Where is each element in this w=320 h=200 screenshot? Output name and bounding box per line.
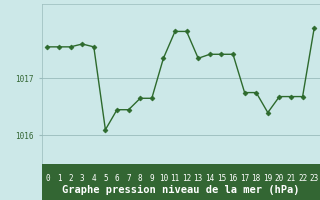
Text: 13: 13	[194, 174, 203, 183]
Text: 1: 1	[57, 174, 61, 183]
Text: 9: 9	[149, 174, 154, 183]
Text: 19: 19	[263, 174, 272, 183]
Text: 10: 10	[159, 174, 168, 183]
Text: 17: 17	[240, 174, 249, 183]
Text: 20: 20	[275, 174, 284, 183]
Text: 11: 11	[170, 174, 180, 183]
Text: 16: 16	[228, 174, 238, 183]
Text: 2: 2	[68, 174, 73, 183]
Text: 3: 3	[80, 174, 84, 183]
Text: 12: 12	[182, 174, 191, 183]
Text: 6: 6	[115, 174, 119, 183]
Text: 15: 15	[217, 174, 226, 183]
Text: 7: 7	[126, 174, 131, 183]
Text: 4: 4	[92, 174, 96, 183]
Text: 22: 22	[298, 174, 307, 183]
Text: 5: 5	[103, 174, 108, 183]
Text: 18: 18	[252, 174, 261, 183]
Text: Graphe pression niveau de la mer (hPa): Graphe pression niveau de la mer (hPa)	[62, 185, 300, 195]
Text: 23: 23	[309, 174, 319, 183]
Text: 0: 0	[45, 174, 50, 183]
Text: 8: 8	[138, 174, 142, 183]
Text: 14: 14	[205, 174, 214, 183]
Text: 21: 21	[286, 174, 296, 183]
